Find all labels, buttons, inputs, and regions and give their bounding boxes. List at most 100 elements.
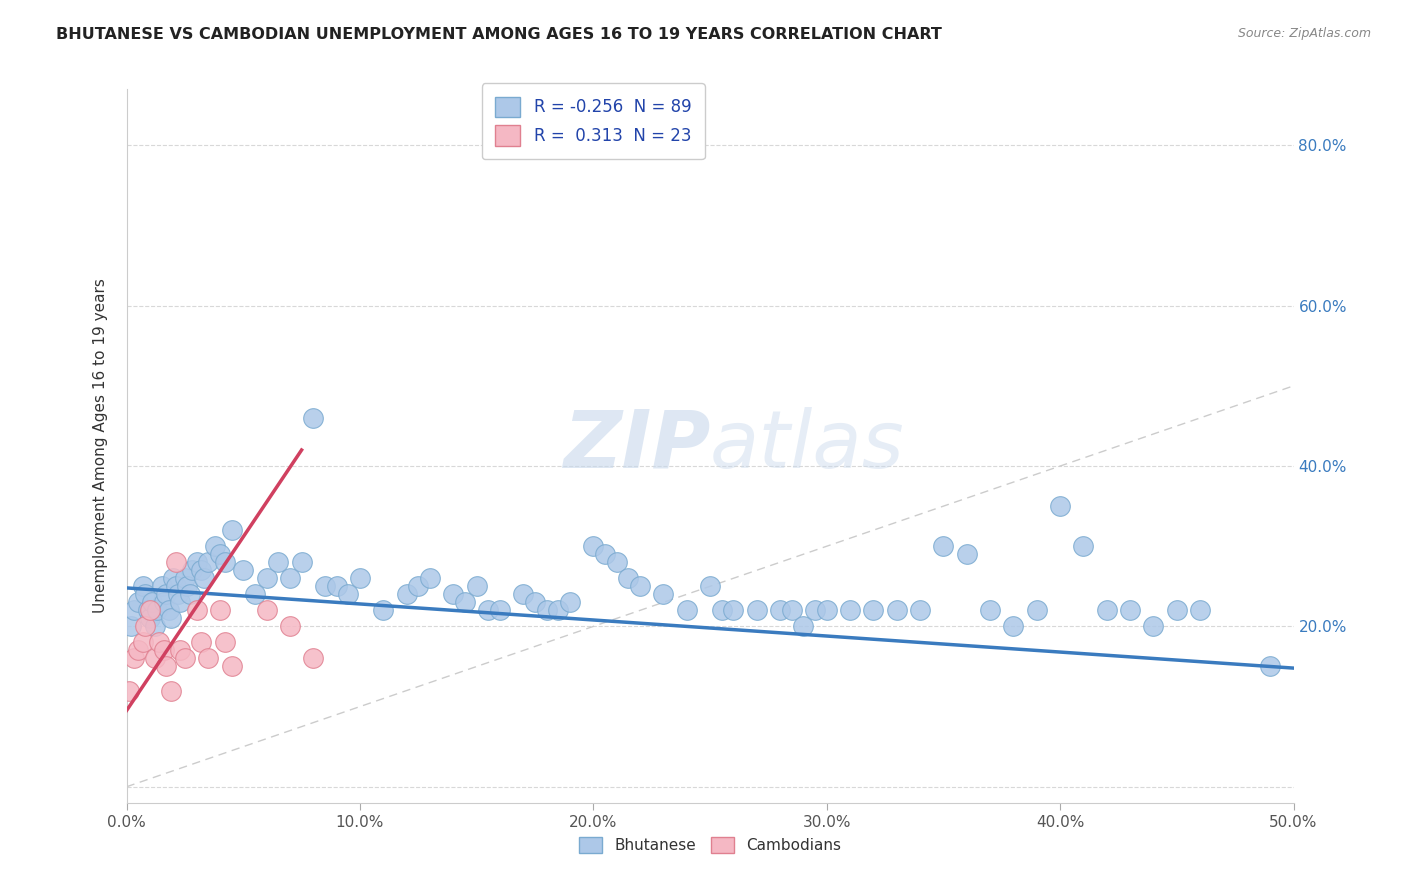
Point (197, 651, 219, 665)
Point (243, 587, 266, 601)
Point (780, 603, 803, 617)
Point (1049, 499, 1071, 513)
Point (174, 651, 197, 665)
Point (143, 651, 166, 665)
Point (373, 603, 395, 617)
Point (349, 571, 371, 585)
Point (454, 595, 477, 609)
Text: ZIP: ZIP (562, 407, 710, 485)
Point (465, 579, 488, 593)
Point (302, 651, 325, 665)
Point (395, 587, 418, 601)
Point (979, 603, 1001, 617)
Point (314, 579, 336, 593)
Point (325, 579, 347, 593)
Point (139, 611, 162, 625)
Point (1025, 603, 1047, 617)
Point (169, 643, 191, 657)
Point (267, 555, 290, 569)
Point (204, 539, 226, 553)
Point (214, 555, 236, 569)
Point (120, 619, 142, 633)
Point (174, 571, 197, 585)
Point (162, 571, 184, 585)
Point (141, 595, 163, 609)
Point (815, 603, 838, 617)
Point (839, 603, 862, 617)
Point (134, 587, 156, 601)
Point (606, 555, 628, 569)
Point (221, 659, 243, 673)
Point (408, 579, 430, 593)
Point (1119, 603, 1142, 617)
Point (302, 411, 325, 425)
Point (582, 539, 605, 553)
Point (908, 603, 931, 617)
Point (593, 547, 616, 561)
Text: Source: ZipAtlas.com: Source: ZipAtlas.com (1237, 27, 1371, 40)
Point (122, 603, 145, 617)
Point (143, 619, 166, 633)
Point (165, 579, 187, 593)
Point (792, 619, 814, 633)
Legend: Bhutanese, Cambodians: Bhutanese, Cambodians (572, 831, 848, 859)
Point (150, 579, 173, 593)
Point (1166, 603, 1188, 617)
Point (558, 595, 581, 609)
Point (419, 571, 441, 585)
Point (127, 595, 149, 609)
Point (179, 587, 201, 601)
Point (190, 635, 212, 649)
Point (132, 635, 155, 649)
Point (167, 587, 190, 601)
Point (932, 539, 955, 553)
Point (214, 635, 236, 649)
Point (337, 587, 360, 601)
Point (956, 547, 979, 561)
Point (165, 555, 187, 569)
Point (617, 571, 640, 585)
Point (155, 659, 177, 673)
Point (132, 579, 155, 593)
Point (699, 579, 721, 593)
Point (886, 603, 908, 617)
Point (278, 571, 301, 585)
Point (186, 603, 208, 617)
Point (278, 619, 301, 633)
Point (153, 643, 176, 657)
Point (536, 603, 558, 617)
Point (193, 571, 215, 585)
Point (180, 563, 202, 577)
Point (256, 603, 278, 617)
Point (139, 603, 162, 617)
Point (745, 603, 768, 617)
Point (256, 571, 278, 585)
Point (489, 603, 512, 617)
Point (136, 603, 159, 617)
Point (1002, 619, 1025, 633)
Point (628, 579, 651, 593)
Point (208, 603, 231, 617)
Point (804, 603, 827, 617)
Point (652, 587, 675, 601)
Point (1095, 603, 1118, 617)
Point (710, 603, 733, 617)
Point (122, 651, 145, 665)
Point (148, 635, 170, 649)
Point (1142, 619, 1164, 633)
Y-axis label: Unemployment Among Ages 16 to 19 years: Unemployment Among Ages 16 to 19 years (93, 278, 108, 614)
Point (176, 579, 198, 593)
Point (134, 619, 156, 633)
Point (1258, 659, 1281, 673)
Point (290, 555, 312, 569)
Point (232, 563, 254, 577)
Text: BHUTANESE VS CAMBODIAN UNEMPLOYMENT AMONG AGES 16 TO 19 YEARS CORRELATION CHART: BHUTANESE VS CAMBODIAN UNEMPLOYMENT AMON… (56, 27, 942, 42)
Point (197, 555, 219, 569)
Point (1189, 603, 1212, 617)
Point (146, 603, 169, 617)
Point (769, 603, 792, 617)
Point (862, 603, 884, 617)
Point (675, 603, 697, 617)
Point (160, 611, 183, 625)
Point (127, 643, 149, 657)
